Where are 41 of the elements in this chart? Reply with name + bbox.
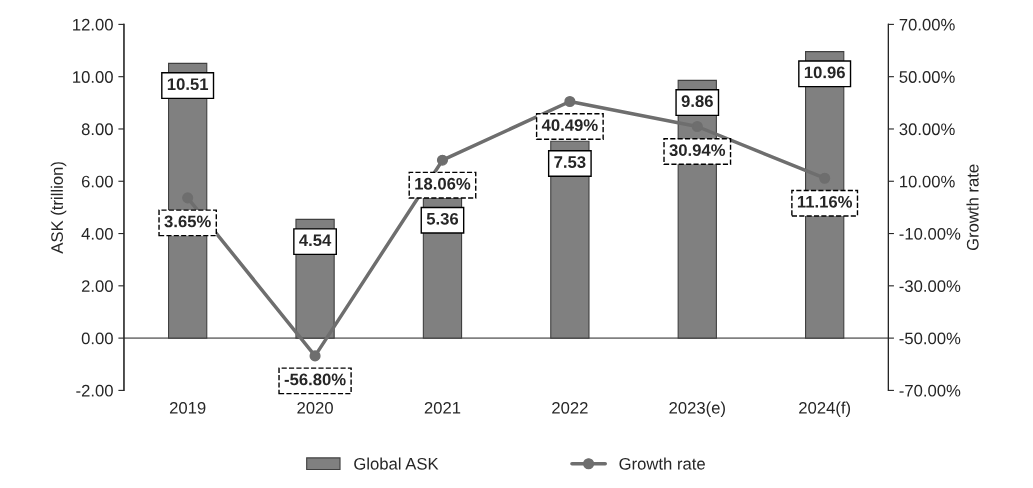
data-label: 10.96 bbox=[804, 66, 845, 79]
y-tick-label: 10.00 bbox=[73, 71, 113, 83]
data-label: 40.49% bbox=[541, 119, 598, 132]
y-tick-label: 2.00 bbox=[81, 280, 113, 293]
data-label: 3.65% bbox=[164, 215, 211, 228]
y2-axis-title: Growth rate bbox=[966, 164, 979, 251]
y2-tick-label: 10.00% bbox=[900, 175, 955, 188]
data-label: 5.36 bbox=[426, 212, 459, 225]
data-label: 18.06% bbox=[415, 177, 471, 190]
x-tick-label: 2019 bbox=[169, 401, 206, 414]
y-tick-label: 12.00 bbox=[73, 18, 113, 31]
legend-label: Growth rate bbox=[619, 457, 705, 470]
point bbox=[564, 95, 576, 108]
point bbox=[436, 154, 449, 166]
y2-tick-label: -10.00% bbox=[899, 227, 961, 240]
y-tick-label: 8.00 bbox=[81, 123, 113, 136]
y2-tick-label: 50.00% bbox=[899, 71, 955, 83]
data-label: 4.54 bbox=[299, 234, 332, 247]
y2-tick-label: -30.00% bbox=[899, 280, 961, 293]
y-tick-label: 6.00 bbox=[81, 175, 113, 188]
y-tick-label: 0.00 bbox=[81, 332, 113, 345]
data-label: -56.80% bbox=[284, 373, 346, 386]
data-label: 10.51 bbox=[167, 78, 209, 91]
x-tick-label: 2020 bbox=[297, 401, 333, 414]
x-tick-label: 2022 bbox=[552, 401, 588, 414]
x-tick-label: 2023(e) bbox=[669, 401, 725, 418]
data-label: 11.16% bbox=[797, 195, 853, 208]
point bbox=[309, 350, 321, 362]
x-tick-label: 2024(f) bbox=[799, 401, 851, 418]
y-tick-label: 4.00 bbox=[81, 227, 113, 240]
y2-tick-label: 70.00% bbox=[899, 18, 955, 31]
data-label: 30.94% bbox=[669, 144, 726, 157]
x-tick-label: 2021 bbox=[424, 401, 461, 414]
data-label: 9.86 bbox=[681, 95, 713, 108]
legend-label: Global ASK bbox=[354, 457, 439, 470]
y-axis-title: ASK (trillion) bbox=[50, 162, 67, 254]
y-tick-label: -2.00 bbox=[76, 384, 113, 397]
y2-tick-label: -70.00% bbox=[899, 384, 961, 397]
data-label: 7.53 bbox=[554, 156, 586, 168]
y2-tick-label: 30.00% bbox=[899, 123, 955, 136]
y2-tick-label: -50.00% bbox=[899, 332, 961, 345]
